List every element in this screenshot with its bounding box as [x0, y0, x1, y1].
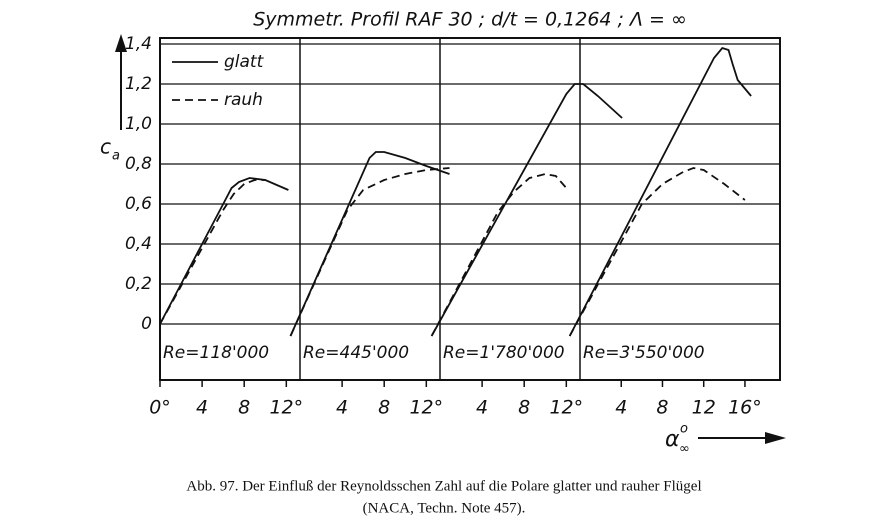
curve-glatt	[568, 46, 752, 337]
y-tick-label: 0,4	[125, 234, 152, 254]
reynolds-label: Re=3'550'000	[583, 343, 705, 363]
reynolds-label: Re=1'780'000	[443, 343, 565, 363]
x-tick-label: 8	[378, 397, 390, 419]
reynolds-label: Re=445'000	[303, 343, 409, 363]
reynolds-label: Re=118'000	[163, 343, 269, 363]
x-tick-label: 4	[336, 397, 348, 419]
y-tick-label: 0,2	[125, 274, 152, 294]
chart-title: Symmetr. Profil RAF 30 ; d/t = 0,1264 ; …	[253, 9, 687, 31]
curve-rauh	[159, 179, 266, 325]
x-tick-label: 4	[476, 397, 488, 419]
x-tick-label: 12°	[269, 397, 303, 419]
y-tick-label: 1,4	[125, 34, 152, 54]
curve-glatt	[430, 83, 623, 337]
x-tick-label: 0°	[149, 397, 171, 419]
curve-rauh	[289, 167, 450, 337]
x-tick-label: 12°	[549, 397, 583, 419]
x-tick-label: 4	[615, 397, 627, 419]
y-axis-label: a	[112, 149, 120, 164]
x-tick-label: 8	[518, 397, 530, 419]
caption: Abb. 97. Der Einfluß der Reynoldsschen Z…	[186, 478, 701, 494]
y-arrow-head	[115, 34, 127, 52]
x-axis-label: ∞	[679, 442, 690, 457]
x-tick-label: 12	[692, 397, 716, 419]
curve-rauh	[568, 167, 746, 337]
y-tick-label: 1,2	[125, 74, 152, 94]
curve-glatt	[289, 151, 450, 337]
x-tick-label: 16°	[728, 397, 762, 419]
x-arrow-head	[765, 432, 786, 444]
plot-frame	[159, 37, 781, 381]
y-axis-label: c	[100, 135, 111, 159]
legend-label: glatt	[224, 52, 265, 72]
y-tick-label: 0	[141, 314, 152, 334]
curve-glatt	[159, 177, 289, 325]
x-tick-label: 8	[656, 397, 668, 419]
y-tick-label: 0,6	[125, 194, 152, 214]
x-tick-label: 12°	[409, 397, 443, 419]
x-axis-label: α	[665, 427, 680, 452]
curve-rauh	[430, 173, 567, 337]
y-tick-label: 1,0	[125, 114, 152, 134]
x-tick-label: 8	[238, 397, 250, 419]
x-tick-label: 4	[196, 397, 208, 419]
caption: (NACA, Techn. Note 457).	[363, 500, 526, 516]
x-axis-label: o	[680, 422, 688, 437]
legend-label: rauh	[224, 90, 263, 110]
y-tick-label: 0,8	[125, 154, 152, 174]
